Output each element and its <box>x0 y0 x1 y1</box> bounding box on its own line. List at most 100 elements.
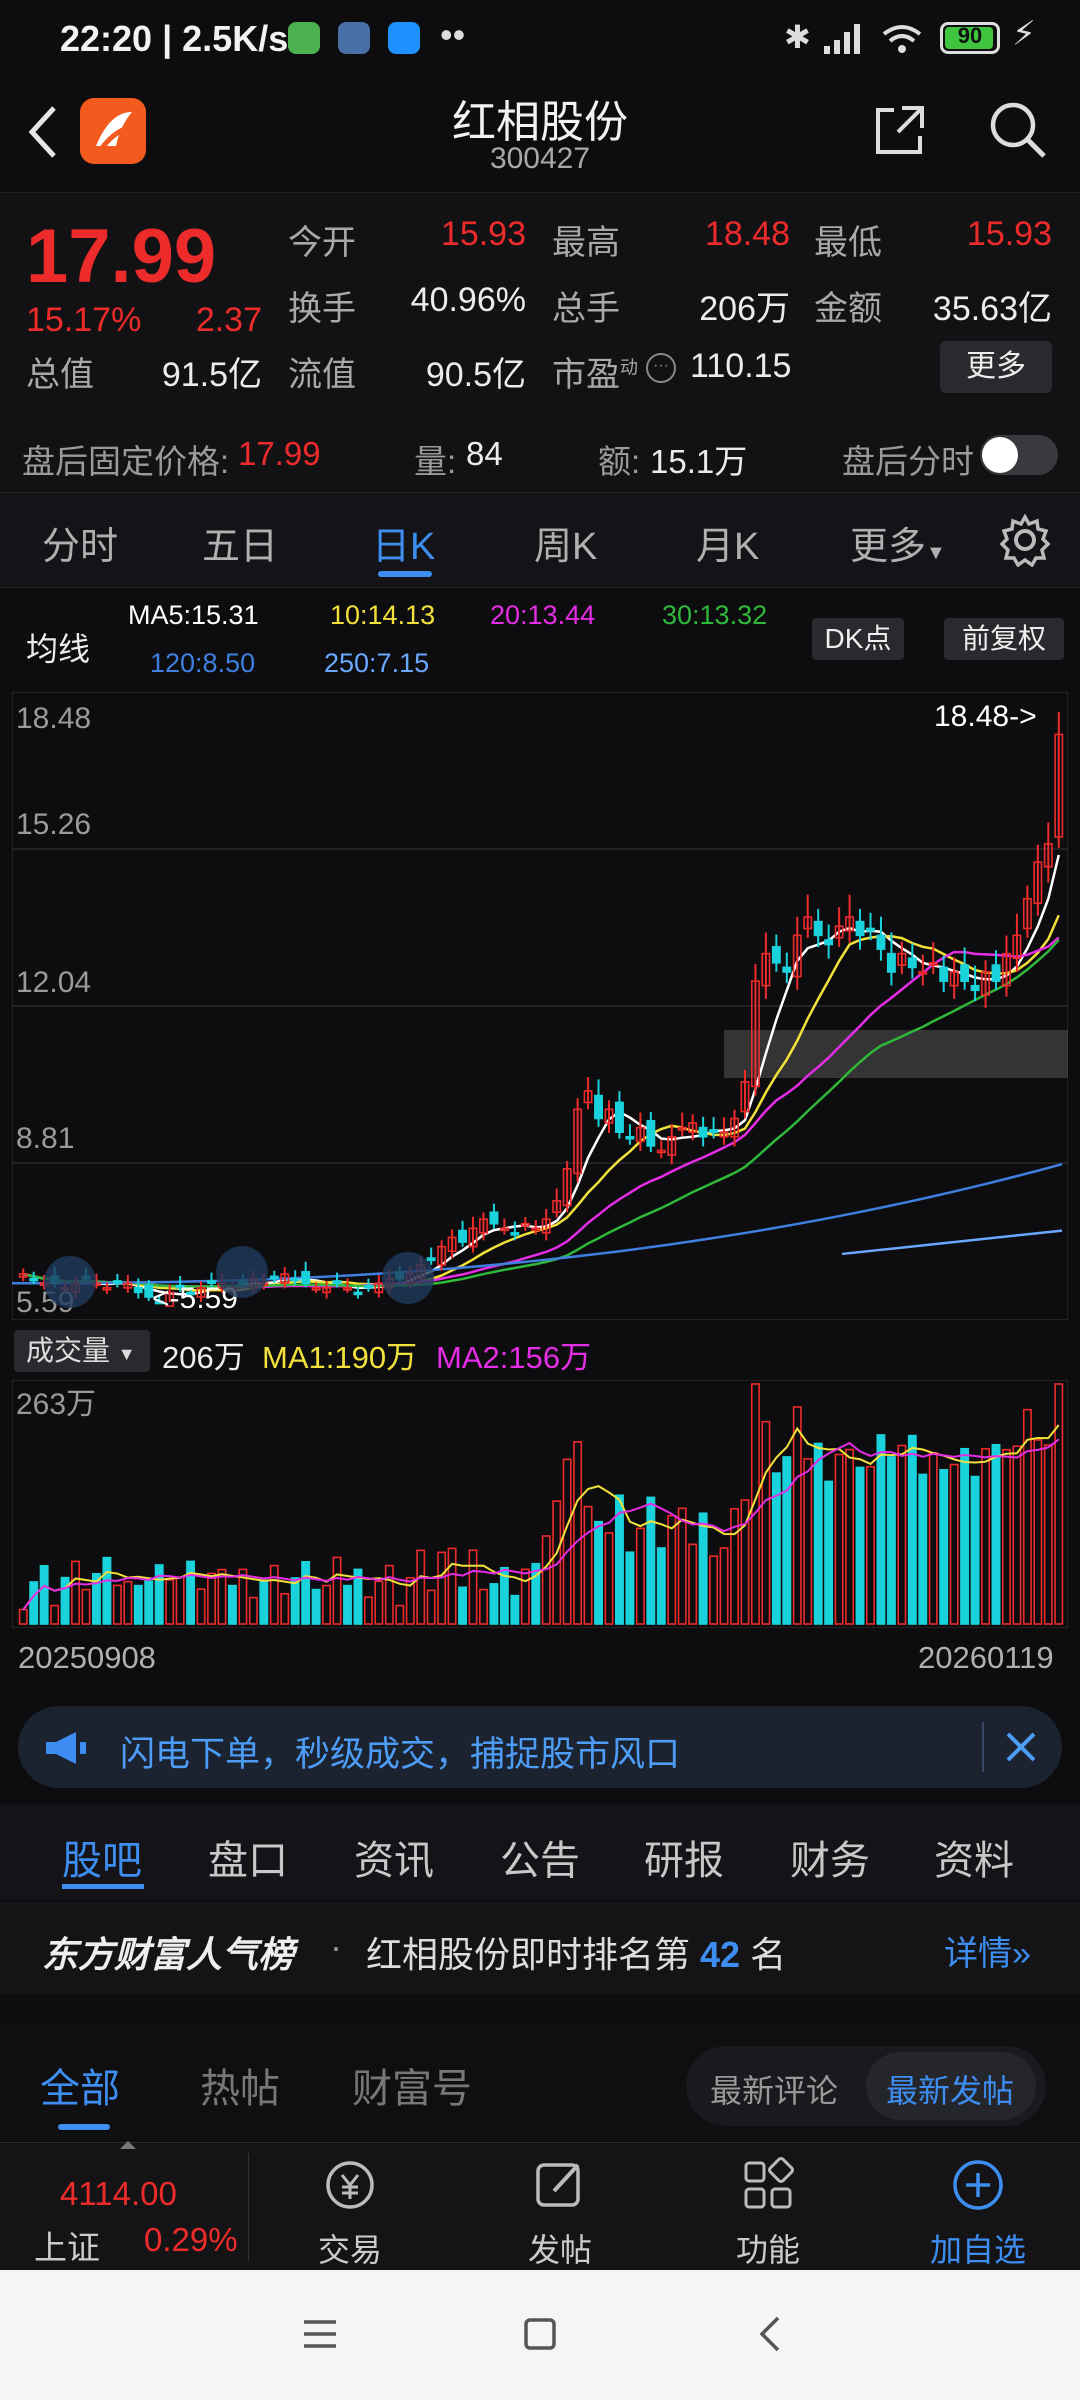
volume-bar <box>1012 1445 1022 1625</box>
candle <box>18 1273 28 1278</box>
dk-point-button[interactable]: DK点 <box>812 618 904 660</box>
candle <box>635 1126 645 1143</box>
chart-settings-gear-icon[interactable] <box>998 513 1052 567</box>
candle <box>782 966 792 973</box>
tab-financials[interactable]: 财务 <box>790 1839 870 1883</box>
volume-bar <box>91 1572 101 1625</box>
candle <box>845 916 855 932</box>
volume-bar <box>573 1441 583 1625</box>
volume-bar <box>322 1584 332 1625</box>
candle <box>322 1287 332 1294</box>
close-icon[interactable] <box>1002 1728 1040 1766</box>
tab-hot[interactable]: 热帖 <box>200 2067 280 2111</box>
candle <box>918 971 928 975</box>
index-value[interactable]: 4114.00 <box>60 2175 177 2212</box>
tab-news[interactable]: 资讯 <box>354 1839 434 1883</box>
tab-daily-k[interactable]: 日K <box>372 526 436 568</box>
candle <box>489 1211 499 1225</box>
tab-all[interactable]: 全部 <box>40 2067 120 2111</box>
share-icon[interactable] <box>872 100 930 158</box>
volume-bar <box>227 1584 237 1625</box>
float-value-label: 流值 <box>288 356 356 394</box>
amount-value: 35.63亿 <box>932 290 1052 328</box>
expand-caret-icon[interactable] <box>120 2141 136 2149</box>
volume-bar <box>991 1443 1001 1625</box>
tab-five-day[interactable]: 五日 <box>202 526 279 568</box>
promo-banner[interactable]: 闪电下单，秒级成交，捕捉股市风口 <box>18 1706 1062 1788</box>
volume-bar <box>981 1447 991 1625</box>
tab-guba[interactable]: 股吧 <box>62 1839 142 1883</box>
ma20-value: 20:13.44 <box>490 600 596 630</box>
tab-monthly-k[interactable]: 月K <box>696 526 760 568</box>
menu-icon[interactable] <box>300 2316 340 2352</box>
price-adjust-button[interactable]: 前复权 <box>944 618 1064 660</box>
candle <box>928 962 938 966</box>
volume-bar <box>196 1588 206 1625</box>
trade-button[interactable]: 交易 <box>300 2149 400 2269</box>
more-button[interactable]: 更多 <box>940 341 1052 393</box>
rank-detail-link[interactable]: 详情» <box>944 1935 1031 1973</box>
post-icon <box>536 2163 580 2207</box>
active-feed-indicator <box>58 2124 110 2130</box>
message-notification-icon <box>388 22 420 54</box>
candle <box>144 1284 154 1298</box>
volume-bar <box>447 1547 457 1625</box>
dropdown-caret-icon: ▼ <box>926 542 946 564</box>
ma10-line <box>22 914 1060 1292</box>
sort-latest-comment[interactable]: 最新评论 <box>710 2073 839 2109</box>
marker-dot-icon <box>382 1252 434 1304</box>
candle <box>1022 897 1032 930</box>
tab-weekly-k[interactable]: 周K <box>534 526 598 568</box>
candle <box>855 920 865 937</box>
tab-fortune-account[interactable]: 财富号 <box>352 2067 472 2111</box>
volume-bar <box>186 1560 196 1625</box>
volume-bar <box>614 1494 624 1625</box>
volume-bar <box>123 1580 133 1625</box>
volume-indicator-selector[interactable]: 成交量 ▼ <box>14 1330 150 1372</box>
bottom-action-bar: 4114.00 上证 0.29% 交易 发帖 功能 加自选 <box>0 2141 1080 2271</box>
volume-bar <box>60 1576 70 1625</box>
tab-order-book[interactable]: 盘口 <box>208 1839 288 1883</box>
candle <box>154 1300 164 1305</box>
search-icon[interactable] <box>986 98 1050 162</box>
rank-separator: · <box>330 1926 342 1967</box>
app-logo-icon[interactable] <box>80 98 146 164</box>
back-icon[interactable] <box>22 102 62 162</box>
back-nav-icon[interactable] <box>754 2314 784 2354</box>
volume-bar <box>834 1453 844 1625</box>
after-hours-toggle[interactable] <box>980 435 1058 475</box>
sort-latest-post[interactable]: 最新发帖 <box>886 2073 1015 2109</box>
candle <box>740 1081 750 1113</box>
candle <box>269 1275 279 1280</box>
tab-research[interactable]: 研报 <box>644 1839 724 1883</box>
signal-icon <box>824 24 860 54</box>
popularity-rank-bar[interactable]: 东方财富人气榜 · 红相股份即时排名第 42 名 详情» <box>0 1902 1080 1994</box>
volume-bar <box>813 1442 823 1625</box>
candle <box>604 1108 614 1124</box>
volume-bar <box>489 1583 499 1625</box>
tab-intraday[interactable]: 分时 <box>42 526 119 568</box>
volume-bar <box>646 1496 656 1625</box>
candlestick-chart[interactable]: 18.48 15.26 12.04 8.81 5.59 18.48-> <-5.… <box>12 692 1068 1320</box>
candle <box>280 1273 290 1285</box>
ma120-line <box>12 1163 1063 1285</box>
candle <box>301 1270 311 1285</box>
volume-bar <box>301 1560 311 1625</box>
volume-bar <box>458 1586 468 1625</box>
tab-profile[interactable]: 资料 <box>934 1839 1014 1883</box>
tab-more[interactable]: 更多▼ <box>850 526 946 568</box>
add-watchlist-button[interactable]: 加自选 <box>918 2149 1038 2269</box>
home-icon[interactable] <box>520 2314 560 2354</box>
stock-name: 红相股份 <box>452 98 628 147</box>
features-button[interactable]: 功能 <box>718 2149 818 2269</box>
pe-info-icon[interactable]: ··· <box>646 353 676 383</box>
volume-chart[interactable]: 263万 <box>12 1380 1068 1628</box>
start-date: 20250908 <box>18 1640 156 1675</box>
tab-announcements[interactable]: 公告 <box>500 1839 580 1883</box>
post-button[interactable]: 发帖 <box>510 2149 610 2269</box>
candle <box>1002 952 1011 987</box>
volume-max-label: 263万 <box>16 1388 96 1421</box>
candle <box>688 1122 698 1133</box>
candle <box>133 1287 143 1294</box>
candle <box>866 927 875 932</box>
